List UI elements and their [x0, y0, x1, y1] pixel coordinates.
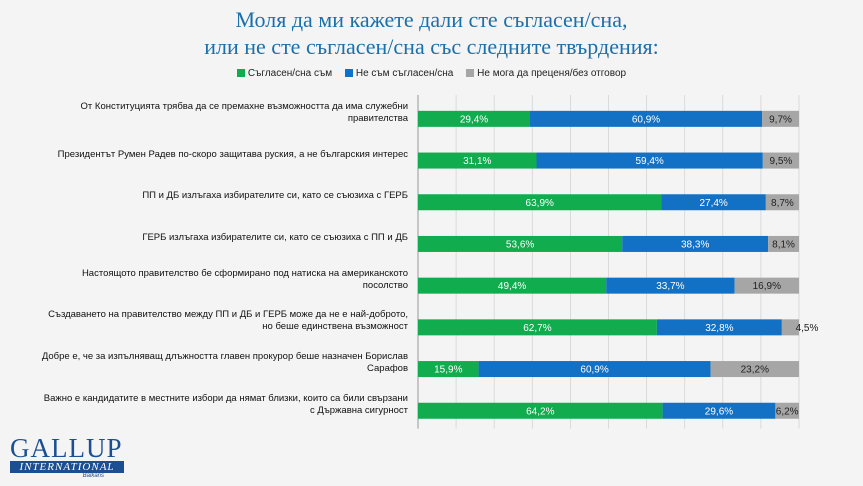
data-label: 15,9%: [434, 365, 462, 376]
bar-segment: [710, 361, 799, 378]
bar-segment: [418, 194, 662, 211]
gallup-logo: GALLUP INTERNATIONAL Balkans: [10, 435, 128, 485]
title-line-1: Моля да ми кажете дали сте съгласен/сна,: [235, 7, 628, 32]
data-label: 23,2%: [741, 365, 769, 376]
title-line-2: или не сте съгласен/сна със следните твъ…: [204, 34, 659, 59]
data-label: 60,9%: [632, 114, 660, 125]
logo-name: GALLUP: [10, 433, 123, 463]
bar-segment: [762, 110, 799, 127]
legend-label-no-answer: Не мога да преценя/без отговор: [477, 68, 627, 79]
logo-sub: INTERNATIONAL: [10, 461, 124, 473]
legend-item-agree: Съгласен/сна съм: [236, 68, 333, 79]
data-label: 60,9%: [580, 365, 608, 376]
data-label: 27,4%: [699, 198, 727, 209]
bar-segment: [418, 361, 479, 378]
legend-label-agree: Съгласен/сна съм: [247, 68, 333, 79]
bar-segment: [418, 110, 531, 127]
bar-segment: [418, 152, 537, 169]
category-label: ПП и ДБ излъгаха избирателите си, като с…: [142, 190, 408, 202]
bar-segment: [734, 277, 799, 294]
bar-segment: [762, 152, 799, 169]
bar-segment: [418, 319, 657, 336]
bar-segment: [661, 194, 766, 211]
category-label: Важно е кандидатите в местните избори да…: [43, 392, 408, 416]
category-label: Настоящото правителство бе сформирано по…: [81, 267, 408, 291]
bar-segment: [418, 402, 663, 419]
legend-swatch-no-answer: [466, 69, 475, 77]
data-label: 38,3%: [681, 239, 709, 250]
data-label: 6,2%: [776, 406, 799, 417]
data-label: 29,6%: [705, 406, 733, 417]
legend-swatch-agree: [236, 69, 245, 77]
data-label: 59,4%: [635, 156, 663, 167]
bar-segment: [418, 277, 607, 294]
logo-region: Balkans: [82, 473, 104, 479]
chart-title: Моля да ми кажете дали сте съгласен/сна,…: [0, 6, 863, 60]
data-label: 8,1%: [772, 239, 795, 250]
data-label: 33,7%: [656, 281, 684, 292]
bar-segment: [775, 402, 799, 419]
data-label: 9,5%: [770, 156, 793, 167]
bar-segment: [536, 152, 763, 169]
data-label: 49,4%: [498, 281, 526, 292]
legend-swatch-disagree: [344, 69, 353, 77]
bar-segment: [768, 235, 799, 252]
data-label: 63,9%: [526, 198, 554, 209]
legend: Съгласен/сна съм Не съм съгласен/сна Не …: [0, 68, 863, 79]
bar-segment: [662, 402, 776, 419]
data-label: 32,8%: [705, 323, 733, 334]
legend-item-disagree: Не съм съгласен/сна: [344, 68, 454, 79]
data-label: 29,4%: [460, 114, 488, 125]
data-label: 4,5%: [796, 323, 819, 334]
bar-segment: [478, 361, 711, 378]
bar-segment: [418, 235, 623, 252]
bar-segment: [656, 319, 782, 336]
data-label: 31,1%: [463, 156, 491, 167]
bar-segment: [606, 277, 735, 294]
data-label: 9,7%: [769, 114, 792, 125]
category-label: От Конституцията трябва да се премахне в…: [80, 100, 408, 124]
bar-segment: [530, 110, 763, 127]
data-label: 8,7%: [771, 198, 794, 209]
data-label: 53,6%: [506, 239, 534, 250]
bar-segment: [622, 235, 769, 252]
category-label: Създаването на правителство между ПП и Д…: [48, 309, 408, 333]
data-label: 64,2%: [526, 406, 554, 417]
bar-segment: [781, 319, 799, 336]
data-label: 16,9%: [753, 281, 781, 292]
category-label: Добре е, че за изпълняващ длъжността гла…: [41, 351, 408, 375]
bar-segment: [765, 194, 799, 211]
legend-item-no-answer: Не мога да преценя/без отговор: [466, 68, 626, 79]
legend-label-disagree: Не съм съгласен/сна: [355, 68, 454, 79]
data-label: 62,7%: [523, 323, 551, 334]
category-label: Президентът Румен Радев по-скоро защитав…: [57, 148, 408, 160]
category-label: ГЕРБ излъгаха избирателите си, като се с…: [142, 231, 408, 243]
